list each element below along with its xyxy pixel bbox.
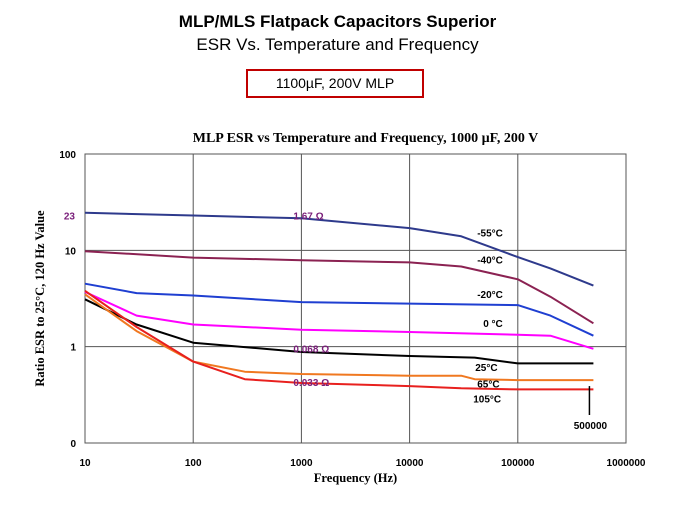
series-line xyxy=(84,282,594,337)
series-label: -55°C xyxy=(477,228,503,239)
series-label: -20°C xyxy=(477,290,503,301)
y-tick-label: 0 xyxy=(70,439,76,450)
series-label: 105°C xyxy=(473,394,501,405)
chart-title: MLP ESR vs Temperature and Frequency, 10… xyxy=(193,131,539,146)
plot-frame xyxy=(84,153,627,444)
chart-annotation: 23 xyxy=(64,211,76,222)
series-label: -40°C xyxy=(477,255,503,266)
x-tick-label: 10 xyxy=(79,458,91,469)
x-axis-title: Frequency (Hz) xyxy=(314,471,397,485)
y-tick-label: 1 xyxy=(70,343,76,354)
slide-title: MLP/MLS Flatpack Capacitors Superior xyxy=(178,12,497,31)
slide-subtitle: ESR Vs. Temperature and Frequency xyxy=(196,35,479,54)
chart-annotation: 0.068 Ω xyxy=(293,344,329,355)
series-line xyxy=(84,293,594,382)
y-tick-label: 100 xyxy=(59,150,76,161)
y-tick-label: 10 xyxy=(65,246,77,257)
chart-annotation: 500000 xyxy=(574,421,608,432)
x-tick-label: 1000000 xyxy=(607,458,646,469)
series-line xyxy=(84,250,594,325)
series-line xyxy=(84,298,594,365)
capacitor-badge: 1100µF, 200V MLP xyxy=(246,69,424,98)
series-line xyxy=(84,290,594,350)
x-tick-label: 100000 xyxy=(501,458,535,469)
y-axis-title: Ratio ESR to 25°C, 120 Hz Value xyxy=(33,210,47,387)
x-tick-label: 10000 xyxy=(396,458,424,469)
series-line xyxy=(84,289,594,391)
series-label: 65°C xyxy=(477,380,499,391)
chart-annotation: 1.67 Ω xyxy=(293,211,323,222)
series-label: 0 °C xyxy=(483,319,503,330)
series-label: 25°C xyxy=(475,363,497,374)
series-line xyxy=(84,211,594,287)
x-tick-label: 100 xyxy=(185,458,202,469)
x-tick-label: 1000 xyxy=(290,458,313,469)
chart-annotation: 0.033 Ω xyxy=(293,378,329,389)
